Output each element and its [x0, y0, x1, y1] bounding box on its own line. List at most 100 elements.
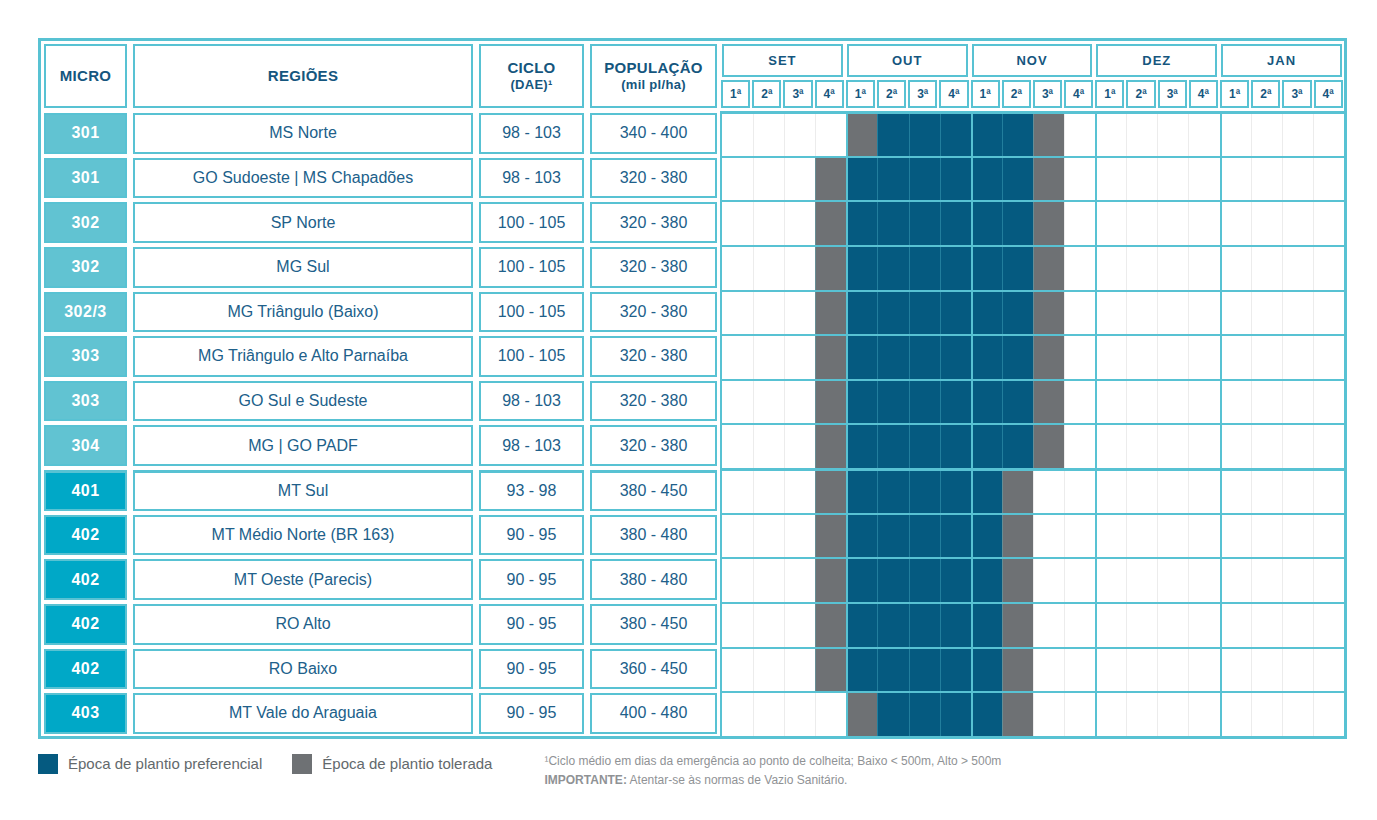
gantt-cell-empty	[1095, 604, 1126, 647]
gantt-cell-empty	[784, 649, 815, 692]
gantt-cell-empty	[753, 202, 784, 245]
gantt-cell-tolerada	[1033, 381, 1064, 424]
gantt-cell-empty	[753, 158, 784, 201]
gantt-cell-preferencial	[846, 247, 877, 290]
ciclo-value: 90 - 95	[479, 559, 584, 600]
populacao-value: 320 - 380	[590, 425, 717, 466]
gantt-cell-empty	[1251, 381, 1282, 424]
week-header: 2ª	[751, 79, 782, 111]
gantt-cell-empty	[1126, 559, 1157, 602]
gantt-cell-preferencial	[1002, 247, 1033, 290]
regiao-cell-wrap: MG Triângulo e Alto Parnaíba	[130, 334, 476, 379]
populacao-cell-wrap: 320 - 380	[587, 200, 720, 245]
gantt-cell-empty	[1033, 649, 1064, 692]
gantt-cell-preferencial	[971, 425, 1002, 468]
gantt-cell-empty	[1064, 158, 1095, 201]
table-row: 402RO Baixo90 - 95360 - 450	[41, 647, 1344, 692]
table-body: 301MS Norte98 - 103340 - 400301GO Sudoes…	[41, 111, 1344, 736]
gantt-cell-preferencial	[877, 247, 908, 290]
gantt-cell-empty	[1188, 471, 1219, 513]
legend-label-tolerada: Época de plantio tolerada	[322, 754, 492, 774]
preferencial-swatch-icon	[38, 754, 58, 774]
gantt-cell-empty	[1282, 381, 1313, 424]
gantt-cell-empty	[1157, 114, 1188, 156]
micro-value: 401	[44, 470, 127, 511]
ciclo-cell-wrap: 98 - 103	[476, 156, 587, 201]
gantt-cell-empty	[1157, 247, 1188, 290]
gantt-row	[720, 245, 1344, 290]
populacao-value: 320 - 380	[590, 158, 717, 199]
table-row: 302MG Sul100 - 105320 - 380	[41, 245, 1344, 290]
ciclo-value: 90 - 95	[479, 515, 584, 556]
gantt-cell-preferencial	[940, 381, 971, 424]
gantt-cell-tolerada	[815, 292, 846, 335]
gantt-cell-empty	[1064, 425, 1095, 468]
micro-value: 403	[44, 693, 127, 734]
gantt-cell-empty	[784, 471, 815, 513]
gantt-cell-empty	[1220, 336, 1251, 379]
micro-cell-wrap: 402	[41, 557, 130, 602]
gantt-cell-empty	[722, 292, 753, 335]
regiao-cell-wrap: MT Vale do Araguaia	[130, 691, 476, 736]
gantt-cell-empty	[1313, 693, 1344, 736]
gantt-cell-preferencial	[971, 559, 1002, 602]
ciclo-cell-wrap: 90 - 95	[476, 602, 587, 647]
micro-value: 302	[44, 202, 127, 243]
gantt-cell-empty	[784, 336, 815, 379]
gantt-cell-empty	[1282, 471, 1313, 513]
gantt-cell-empty	[1188, 604, 1219, 647]
ciclo-value: 90 - 95	[479, 693, 584, 734]
gantt-cell-empty	[1064, 559, 1095, 602]
gantt-cell-empty	[1188, 247, 1219, 290]
gantt-cell-empty	[1095, 559, 1126, 602]
regiao-value: GO Sul e Sudeste	[133, 381, 473, 422]
week-label: 4ª	[815, 80, 844, 108]
gantt-cell-preferencial	[909, 202, 940, 245]
gantt-cell-empty	[1282, 515, 1313, 558]
gantt-cell-tolerada	[1002, 559, 1033, 602]
ciclo-cell-wrap: 98 - 103	[476, 111, 587, 156]
regiao-value: MT Vale do Araguaia	[133, 693, 473, 734]
gantt-row	[720, 647, 1344, 692]
ciclo-value: 98 - 103	[479, 158, 584, 199]
gantt-cell-empty	[1251, 649, 1282, 692]
legend-item-tolerada: Época de plantio tolerada	[292, 754, 492, 774]
table-row: 401MT Sul93 - 98380 - 450	[41, 468, 1344, 513]
regiao-cell-wrap: MG | GO PADF	[130, 423, 476, 468]
table-row: 301MS Norte98 - 103340 - 400	[41, 111, 1344, 156]
ciclo-value: 100 - 105	[479, 336, 584, 377]
gantt-cell-preferencial	[846, 425, 877, 468]
gantt-cell-empty	[784, 381, 815, 424]
week-label: 1ª	[1095, 80, 1124, 108]
regiao-value: MT Sul	[133, 470, 473, 511]
regiao-cell-wrap: GO Sudoeste | MS Chapadões	[130, 156, 476, 201]
gantt-cell-preferencial	[971, 202, 1002, 245]
gantt-cell-tolerada	[815, 425, 846, 468]
week-label: 4ª	[939, 80, 968, 108]
ciclo-cell-wrap: 98 - 103	[476, 379, 587, 424]
gantt-cell-preferencial	[971, 247, 1002, 290]
week-label: 3ª	[783, 80, 812, 108]
regiao-cell-wrap: MT Oeste (Parecis)	[130, 557, 476, 602]
gantt-cell-empty	[1220, 425, 1251, 468]
gantt-cell-preferencial	[971, 158, 1002, 201]
gantt-cell-empty	[722, 604, 753, 647]
table-row: 403MT Vale do Araguaia90 - 95400 - 480	[41, 691, 1344, 736]
gantt-cell-tolerada	[815, 559, 846, 602]
ciclo-value: 98 - 103	[479, 113, 584, 154]
footnote-ciclo: ¹Ciclo médio em dias da emergência ao po…	[544, 752, 1001, 771]
gantt-cell-empty	[1126, 515, 1157, 558]
gantt-cell-empty	[1251, 202, 1282, 245]
populacao-cell-wrap: 400 - 480	[587, 691, 720, 736]
week-label: 3ª	[908, 80, 937, 108]
gantt-cell-empty	[784, 515, 815, 558]
gantt-cell-empty	[1220, 381, 1251, 424]
week-header: 4ª	[1063, 79, 1094, 111]
ciclo-cell-wrap: 98 - 103	[476, 423, 587, 468]
gantt-cell-empty	[1157, 693, 1188, 736]
gantt-cell-preferencial	[909, 336, 940, 379]
gantt-cell-empty	[1157, 559, 1188, 602]
month-label: SET	[722, 44, 843, 77]
regiao-cell-wrap: SP Norte	[130, 200, 476, 245]
col-header-micro: MICRO	[44, 44, 127, 108]
